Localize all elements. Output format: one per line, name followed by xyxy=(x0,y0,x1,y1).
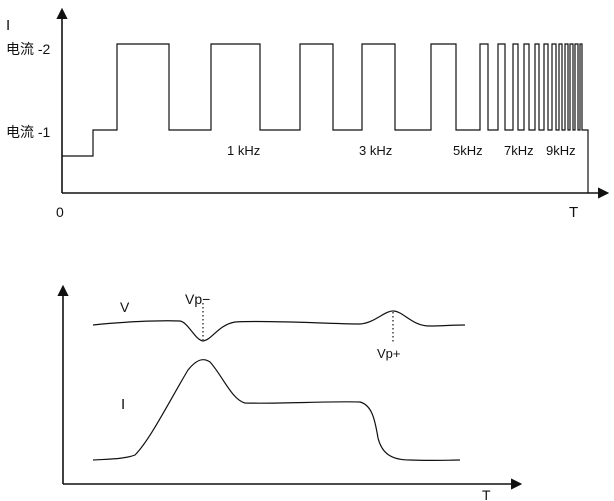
freq-label-3khz: 3 kHz xyxy=(359,143,392,158)
peak-minus-label: Vp− xyxy=(185,291,210,307)
voltage-curve xyxy=(92,310,466,342)
origin-label: 0 xyxy=(56,204,64,220)
top-x-axis-label: T xyxy=(569,204,578,221)
freq-label-7khz: 7kHz xyxy=(504,143,534,158)
freq-label-9khz: 9kHz xyxy=(546,143,576,158)
bottom-panel: T V I Vp− Vp+ xyxy=(57,284,523,501)
level-high-label: 电流 -2 xyxy=(6,41,51,57)
top-y-axis-label: I xyxy=(6,17,10,34)
pulse-waveform xyxy=(62,43,589,193)
level-low-label: 电流 -1 xyxy=(6,124,51,140)
voltage-label: V xyxy=(120,299,130,315)
bottom-x-axis-label: T xyxy=(482,487,491,501)
current-curve xyxy=(92,359,461,462)
top-panel: I 电流 -2 电流 -1 0 T 1 kHz 3 kHz 5kHz 7kHz … xyxy=(6,7,610,221)
current-label: I xyxy=(121,396,125,413)
freq-label-1khz: 1 kHz xyxy=(227,143,260,158)
freq-label-5khz: 5kHz xyxy=(453,143,483,158)
peak-plus-label: Vp+ xyxy=(377,346,401,361)
